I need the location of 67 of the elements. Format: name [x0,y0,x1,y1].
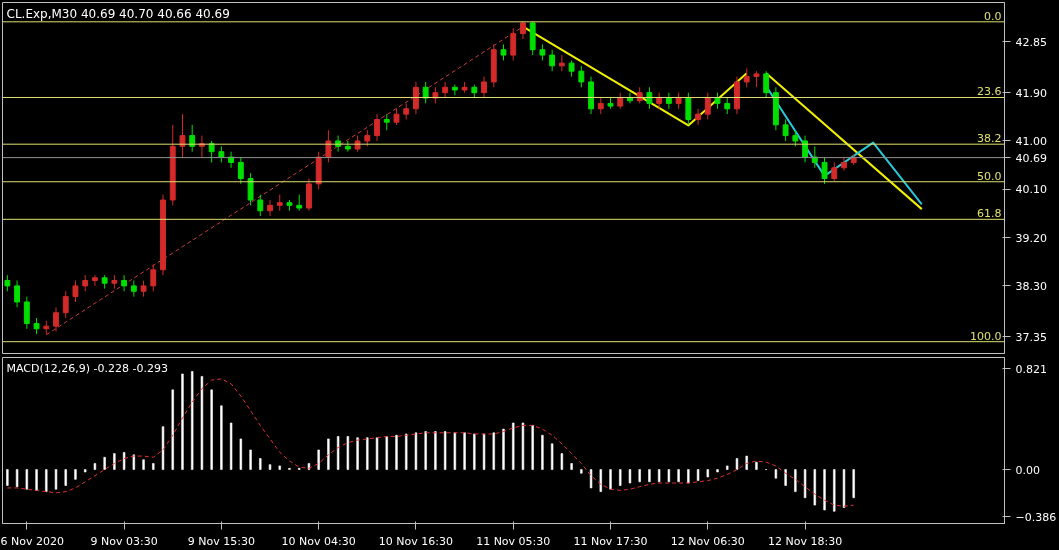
y-tick-label: −0.386 [1015,510,1057,524]
y-tick-label: 39.20 [1015,231,1047,245]
x-tick-label: 11 Nov 17:30 [573,534,648,548]
x-tick-label: 11 Nov 05:30 [476,534,551,548]
candlestick [763,70,770,99]
candlestick [821,156,828,185]
candlestick [442,81,449,99]
y-tick-label: 41.00 [1015,134,1047,148]
candlestick [665,92,672,110]
y-tick-label: 0.821 [1015,362,1047,376]
candlestick [481,76,487,99]
x-tick-label: 6 Nov 2020 [0,534,64,548]
candlestick [325,129,332,163]
candlestick [802,135,808,163]
candlestick [247,172,254,206]
candlestick [451,84,458,96]
candlestick [695,108,701,126]
candlestick [422,81,429,104]
candlestick [841,156,847,171]
candlestick [237,156,244,185]
candlestick [704,92,711,120]
annotation: 100.0 [970,329,1002,343]
y-tick-label: 42.85 [1015,35,1047,49]
candlestick [578,65,585,88]
candlestick [23,296,30,330]
candlestick [267,199,273,217]
chart-title: MACD(12,26,9) -0.228 -0.293 [6,361,168,375]
x-tick-label: 9 Nov 03:30 [90,534,158,548]
candlestick [257,194,264,217]
candlestick [374,113,380,142]
candlestick [189,124,196,153]
annotation: 50.0 [977,169,1002,183]
x-tick-label: 10 Nov 04:30 [281,534,356,548]
ref-line-label: 40.69 [1015,151,1047,165]
candlestick [558,54,565,72]
candlestick [782,119,789,142]
y-tick-label: 41.90 [1015,86,1047,100]
candlestick [179,113,186,158]
candlestick [53,306,59,332]
y-tick-label: 0.00 [1015,463,1040,477]
candlestick [831,161,838,182]
candlestick [510,27,517,61]
candlestick [549,49,556,72]
candlestick [811,145,818,169]
x-tick-label: 12 Nov 06:30 [670,534,745,548]
annotation: 61.8 [977,207,1002,221]
x-tick-label: 10 Nov 16:30 [378,534,454,548]
candlestick [91,274,98,287]
candlestick [685,92,692,126]
y-tick-label: 37.35 [1015,330,1047,344]
x-tick-label: 9 Nov 15:30 [187,534,255,548]
annotation: 38.2 [977,132,1002,146]
chart-title: CL.Exp,M30 40.69 40.70 40.66 40.69 [6,6,230,21]
candlestick [646,86,653,110]
candlestick [14,280,21,308]
y-tick-label: 40.10 [1015,183,1047,197]
line-series [6,378,855,507]
y-tick-label: 38.30 [1015,279,1047,293]
candlestick [121,274,128,292]
annotation: 23.6 [977,85,1002,99]
candlestick [743,68,750,88]
candlestick [413,81,419,115]
candlestick [150,263,157,292]
candlestick [62,290,69,319]
candlestick [72,280,79,303]
annotation: 0.0 [984,9,1002,23]
x-tick-label: 12 Nov 18:30 [767,534,843,548]
